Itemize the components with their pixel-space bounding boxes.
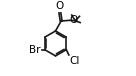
Text: O: O [69,15,78,25]
Text: Br: Br [30,45,41,55]
Text: Cl: Cl [69,56,80,66]
Text: O: O [56,1,64,11]
